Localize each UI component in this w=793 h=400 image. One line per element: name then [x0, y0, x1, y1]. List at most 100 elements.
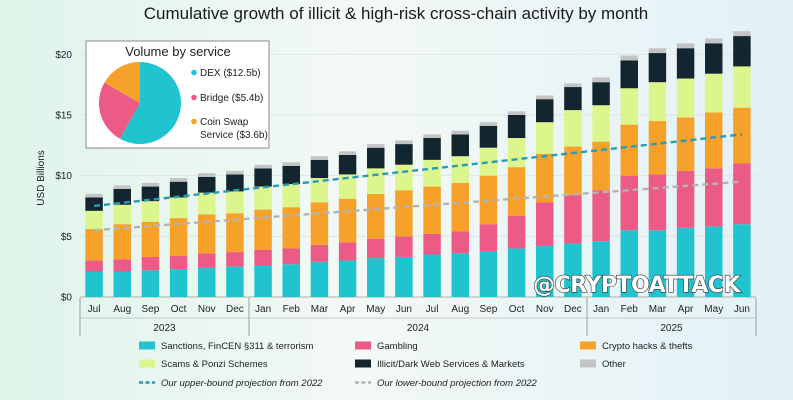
x-tick-label: Jun — [396, 304, 412, 315]
bar-other — [85, 193, 103, 198]
projection-lines — [93, 133, 743, 232]
bar-scams — [310, 178, 329, 203]
bar-gambling — [141, 256, 160, 271]
bar-darkweb — [733, 36, 751, 67]
x-tick-label: Mar — [649, 304, 667, 315]
bar-scams — [536, 122, 554, 154]
inset-pie-chart: Volume by service DEX ($12.5b) Bridge ($5.… — [85, 40, 270, 149]
bar-sanctions — [310, 261, 329, 297]
bar-sanctions — [423, 254, 441, 297]
bar-gambling — [451, 231, 469, 254]
bar-darkweb — [423, 138, 441, 160]
bar-hacks — [564, 146, 582, 196]
bar-gambling — [395, 236, 413, 257]
bar-other — [507, 111, 526, 115]
bar-sanctions — [367, 258, 385, 297]
year-label: 2023 — [153, 323, 176, 334]
bar-hacks — [169, 218, 188, 256]
x-tick-label: Jul — [88, 304, 101, 315]
bar-gambling — [113, 259, 131, 272]
pie-slice-pie_dex — [119, 62, 181, 144]
x-tick-label: Jul — [426, 304, 439, 315]
x-tick-label: Apr — [678, 304, 694, 315]
bar-hacks — [85, 229, 103, 261]
bar-hacks — [226, 213, 244, 253]
bar-other — [310, 156, 329, 160]
legend-swatch-darkweb — [355, 359, 371, 368]
bar-hacks — [198, 214, 216, 254]
bar-sanctions — [254, 265, 272, 297]
bar-other — [733, 31, 751, 37]
x-tick-label: Nov — [536, 304, 554, 315]
pie-legend-label: Service ($3.6b) — [200, 130, 268, 141]
bar-scams — [198, 192, 216, 215]
bar-scams — [592, 105, 610, 142]
x-tick-label: May — [366, 304, 385, 315]
projection-line-upper_proj — [93, 133, 743, 208]
legend-label: Sanctions, FinCEN §311 & terrorism — [161, 341, 313, 352]
legend-label: Our upper-bound projection from 2022 — [161, 378, 323, 389]
bar-darkweb — [85, 197, 103, 211]
bar-darkweb — [592, 82, 610, 106]
bar-gambling — [226, 252, 244, 267]
bar-gambling — [338, 242, 357, 261]
bar-sanctions — [564, 243, 582, 297]
legend-label: Illicit/Dark Web Services & Markets — [377, 359, 525, 370]
legend-swatch-hacks — [580, 341, 596, 350]
x-tick-label: Nov — [198, 304, 216, 315]
pie-legend-dot — [191, 94, 197, 101]
x-tick-label: Dec — [564, 304, 582, 315]
bar-gambling — [282, 248, 300, 265]
bar-scams — [507, 138, 526, 168]
bar-sanctions — [676, 227, 695, 297]
bar-other — [226, 170, 244, 175]
bar-sanctions — [507, 248, 526, 297]
bar-hacks — [338, 198, 357, 243]
bar-sanctions — [705, 226, 723, 297]
bar-hacks — [620, 124, 638, 176]
pie-legend-dot — [191, 118, 197, 125]
bar-scams — [676, 78, 695, 118]
x-tick-label: Feb — [621, 304, 639, 315]
bar-darkweb — [113, 188, 131, 205]
bar-sanctions — [226, 266, 244, 297]
x-tick-label: Aug — [113, 304, 131, 315]
bar-sanctions — [198, 267, 216, 297]
bar-hacks — [113, 224, 131, 260]
bar-gambling — [198, 253, 216, 268]
y-tick-label: $5 — [61, 232, 73, 243]
bar-darkweb — [310, 159, 329, 179]
bar-sanctions — [141, 270, 160, 297]
bar-hacks — [451, 182, 469, 232]
bar-other — [423, 134, 441, 139]
bar-darkweb — [676, 48, 695, 79]
bar-darkweb — [338, 155, 357, 175]
bar-scams — [141, 201, 160, 222]
bar-other — [536, 95, 554, 100]
x-tick-label: Mar — [311, 304, 329, 315]
watermark: @CRYPTOATTACK — [533, 273, 741, 298]
bar-gambling — [620, 175, 638, 231]
bar-hacks — [310, 202, 329, 245]
bar-sanctions — [85, 271, 103, 297]
legend-swatch-scams — [139, 359, 155, 368]
projection-line-lower_proj — [93, 180, 743, 232]
bar-other — [676, 43, 695, 49]
legend-swatch-gambling — [355, 341, 371, 350]
bar-gambling — [85, 260, 103, 272]
bar-other — [113, 185, 131, 189]
bar-scams — [423, 159, 441, 187]
bar-darkweb — [395, 144, 413, 165]
x-tick-label: Sep — [142, 304, 160, 315]
bar-darkweb — [479, 125, 498, 148]
bar-other — [395, 140, 413, 145]
bar-hacks — [507, 167, 526, 216]
pie-slice-pie_bridge — [99, 82, 140, 139]
legend-label: Scams & Ponzi Schemes — [161, 359, 268, 370]
bar-darkweb — [648, 53, 667, 83]
bar-scams — [451, 156, 469, 183]
year-label: 2024 — [407, 323, 430, 334]
bar-gambling — [310, 244, 329, 262]
pie-legend-dot — [191, 69, 197, 76]
x-axis: Jul Aug Sep Oct Nov Dec Jan Feb Mar Apr May Jun Jul A… — [79, 298, 757, 336]
